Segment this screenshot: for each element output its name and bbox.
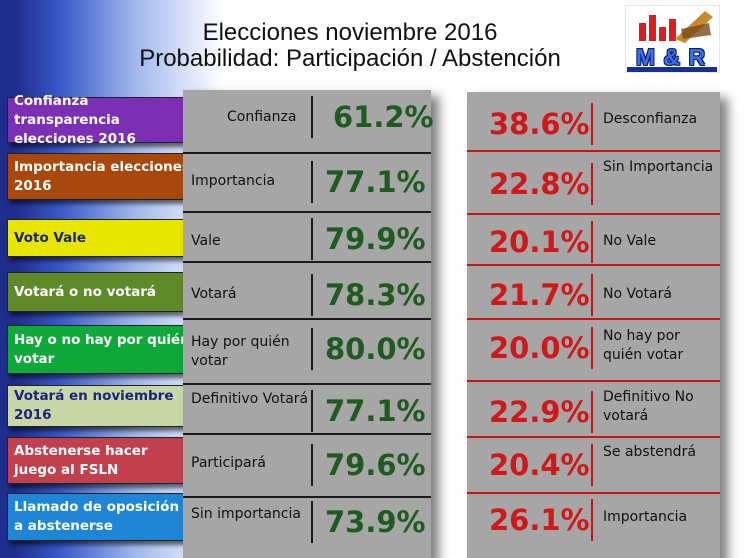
row-divider xyxy=(591,444,593,486)
row-separator xyxy=(467,213,720,215)
participation-value: 77.1% xyxy=(325,394,426,428)
abstention-value: 22.9% xyxy=(489,395,590,429)
row-divider xyxy=(311,501,313,543)
participation-option: Confianza xyxy=(227,109,297,125)
row-divider xyxy=(311,274,313,316)
abstention-panel: 38.6% Desconfianza 22.8% Sin Importancia 20.… xyxy=(467,92,720,558)
row-divider xyxy=(591,391,593,433)
abstention-option: Definitivo No votará xyxy=(603,389,694,424)
abstention-value: 20.0% xyxy=(489,331,590,365)
abstention-value: 22.8% xyxy=(489,167,590,201)
row-separator xyxy=(183,211,431,213)
participation-value: 61.2% xyxy=(333,100,434,134)
row-separator xyxy=(467,318,720,320)
row-divider xyxy=(591,163,593,205)
participation-option: Votará xyxy=(191,286,237,302)
row-divider xyxy=(591,499,593,541)
abstention-option: Desconfianza xyxy=(603,111,698,127)
question-label: Llamado de oposición a abstenerse xyxy=(7,493,199,541)
abstention-value: 38.6% xyxy=(489,107,590,141)
row-separator xyxy=(467,264,720,266)
row-divider xyxy=(591,103,593,145)
question-label: Voto Vale xyxy=(7,219,199,257)
abstention-option: No Vale xyxy=(603,233,657,249)
row-divider xyxy=(311,328,313,370)
row-separator xyxy=(183,433,431,435)
question-label: Importancia elecciones 2016 xyxy=(7,153,199,200)
abstention-value: 20.4% xyxy=(489,448,590,482)
mr-logo: M & R xyxy=(624,4,721,74)
row-separator xyxy=(183,318,431,320)
abstention-option: No hay por quién votar xyxy=(603,328,684,363)
question-label: Hay o no hay por quién votar xyxy=(7,325,199,374)
abstention-option: No Votará xyxy=(603,286,672,302)
question-label: Abstenerse hacer juego al FSLN xyxy=(7,437,199,484)
row-separator xyxy=(183,261,431,263)
participation-value: 77.1% xyxy=(325,165,426,199)
participation-option: Definitivo Votará xyxy=(191,391,309,407)
participation-value: 79.9% xyxy=(325,222,426,256)
participation-option: Hay por quién votar xyxy=(191,334,290,369)
row-divider xyxy=(311,390,313,432)
row-separator xyxy=(467,492,720,494)
abstention-option: Sin Importancia xyxy=(603,159,714,175)
row-divider xyxy=(311,218,313,260)
abstention-value: 21.7% xyxy=(489,278,590,312)
logo-graphic-icon xyxy=(624,4,721,74)
row-separator xyxy=(467,380,720,382)
row-divider xyxy=(311,96,313,138)
question-label: Votará en noviembre 2016 xyxy=(7,385,199,427)
title-line-2: Probabilidad: Participación / Abstención xyxy=(139,45,561,72)
participation-option: Participará xyxy=(191,455,266,471)
logo-text: M & R xyxy=(635,44,707,70)
abstention-option: Importancia xyxy=(603,509,688,525)
row-divider xyxy=(591,221,593,263)
row-separator xyxy=(467,436,720,438)
row-divider xyxy=(311,161,313,203)
participation-option: Vale xyxy=(191,233,221,249)
row-separator xyxy=(467,150,720,152)
row-divider xyxy=(591,274,593,316)
participation-value: 79.6% xyxy=(325,448,426,482)
question-label: Confianza transparencia elecciones 2016 xyxy=(7,93,199,147)
row-divider xyxy=(591,327,593,369)
abstention-value: 20.1% xyxy=(489,225,590,259)
participation-panel: Confianza 61.2% Importancia 77.1% Vale 79.9% V… xyxy=(183,90,434,558)
participation-value: 73.9% xyxy=(325,505,426,539)
row-separator xyxy=(183,383,431,385)
abstention-option: Se abstendrá xyxy=(603,444,696,460)
row-separator xyxy=(183,496,431,498)
participation-value: 80.0% xyxy=(325,332,426,366)
title-line-1: Elecciones noviembre 2016 xyxy=(202,19,498,46)
participation-option: Sin importancia xyxy=(191,506,301,522)
question-label: Votará o no votará xyxy=(7,272,199,312)
participation-value: 78.3% xyxy=(325,278,426,312)
slide-title: Elecciones noviembre 2016 Probabilidad: … xyxy=(70,20,630,72)
row-divider xyxy=(311,444,313,486)
row-separator xyxy=(183,152,431,154)
abstention-value: 26.1% xyxy=(489,503,590,537)
participation-option: Importancia xyxy=(191,173,276,189)
